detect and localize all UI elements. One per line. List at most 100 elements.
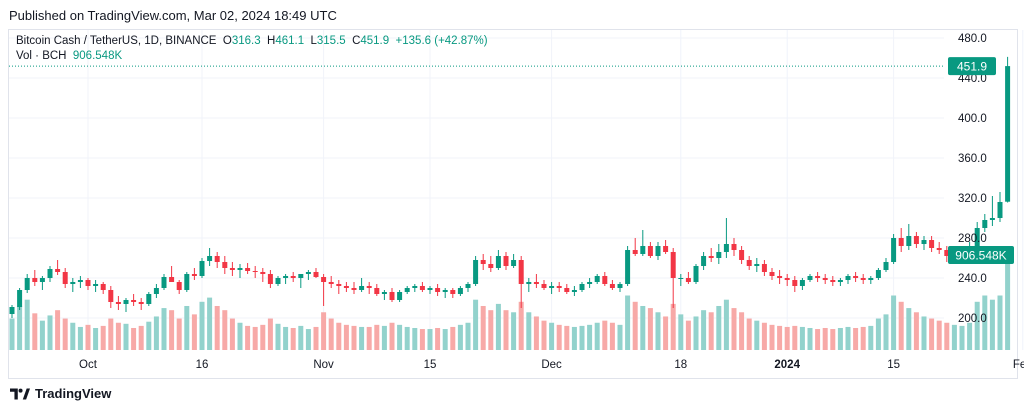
candle-body xyxy=(313,272,319,277)
volume-bar xyxy=(982,295,988,350)
volume-bar xyxy=(442,329,448,350)
candle xyxy=(647,242,653,258)
candle-body xyxy=(891,238,897,262)
volume-bar xyxy=(731,308,737,350)
volume-bar xyxy=(24,299,30,350)
volume-bar xyxy=(374,324,380,350)
candle-body xyxy=(222,262,228,268)
candle-body xyxy=(799,280,805,286)
candle-body xyxy=(837,280,843,282)
candle-body xyxy=(93,284,99,286)
chart-frame[interactable] xyxy=(8,29,1018,379)
candle-body xyxy=(351,288,357,290)
candle xyxy=(807,274,813,282)
candle-body xyxy=(305,272,311,274)
candle xyxy=(419,282,425,292)
candle xyxy=(77,276,83,288)
volume-bar xyxy=(929,318,935,350)
candle-body xyxy=(564,288,570,292)
volume-bar xyxy=(275,323,281,350)
candle-body xyxy=(982,220,988,228)
candle xyxy=(366,282,372,294)
volume-bar xyxy=(267,318,273,350)
candle-body xyxy=(267,274,273,284)
legend-high-value: 461.1 xyxy=(275,35,305,47)
candle-body xyxy=(541,284,547,288)
candle-body xyxy=(359,286,365,290)
candle xyxy=(169,266,175,282)
candle-body xyxy=(85,280,91,286)
candle xyxy=(480,254,486,270)
volume-bar xyxy=(670,303,676,350)
candle xyxy=(799,278,805,290)
volume-bar xyxy=(769,324,775,350)
candle-body xyxy=(701,256,707,266)
candle xyxy=(685,272,691,284)
candle xyxy=(321,274,327,306)
volume-bar xyxy=(138,325,144,350)
volume-bar xyxy=(868,325,874,350)
candle xyxy=(868,276,874,284)
price-tick-label: 360.0 xyxy=(958,153,987,165)
candle xyxy=(404,286,410,294)
legend-change: +135.6 (+42.87%) xyxy=(395,35,488,47)
volume-bar xyxy=(169,310,175,350)
volume-bar xyxy=(625,295,631,350)
volume-bar xyxy=(495,303,501,350)
candle-body xyxy=(830,280,836,282)
candle xyxy=(343,282,349,292)
candle-body xyxy=(457,288,463,294)
volume-bar xyxy=(822,327,828,350)
candle xyxy=(283,274,289,284)
price-chart[interactable]: 480.0 440.0 400.0 360.0 320.0 280.0 240.0 200.0… xyxy=(0,0,1024,380)
chart-legend: Bitcoin Cash / TetherUS, 1D, BINANCE O31… xyxy=(16,34,488,64)
candle-body xyxy=(397,292,403,300)
candle-body xyxy=(822,278,828,280)
volume-bar xyxy=(564,325,570,350)
price-tick-label: 440.0 xyxy=(958,73,987,85)
volume-bar xyxy=(587,324,593,350)
candle xyxy=(176,280,182,294)
volume-bar xyxy=(237,322,243,350)
candle-body xyxy=(784,278,790,280)
volume-bar xyxy=(807,327,813,350)
date-tick-label: 2024 xyxy=(774,359,800,371)
volume-bar xyxy=(511,312,517,350)
last-volume-label: 906.548K xyxy=(955,249,1006,263)
candle-body xyxy=(792,280,798,286)
candle xyxy=(359,278,365,292)
candle xyxy=(62,268,68,288)
volume-bar xyxy=(921,316,927,350)
candle xyxy=(260,268,266,282)
candle-body xyxy=(655,246,661,256)
candle xyxy=(936,242,942,254)
candle xyxy=(883,258,889,272)
candle xyxy=(777,270,783,284)
candle xyxy=(115,296,121,310)
volume-bar xyxy=(883,314,889,350)
candle xyxy=(989,196,995,226)
candle-body xyxy=(427,288,433,290)
candle-body xyxy=(640,246,646,254)
volume-bar xyxy=(176,318,182,350)
candle-body xyxy=(146,294,152,304)
candle-body xyxy=(184,274,190,290)
volume-bar xyxy=(723,299,729,350)
footer-brand[interactable]: TradingView xyxy=(10,386,111,401)
candle xyxy=(693,264,699,284)
volume-bar xyxy=(701,310,707,350)
candle-body xyxy=(131,300,137,302)
candle-body xyxy=(245,268,251,271)
candle xyxy=(305,270,311,280)
candle-body xyxy=(9,307,15,314)
candle-body xyxy=(480,260,486,264)
candle-body xyxy=(579,284,585,290)
volume-bar xyxy=(891,295,897,350)
volume-bar xyxy=(47,315,53,350)
volume-bar xyxy=(199,301,205,350)
candle-body xyxy=(214,256,220,262)
candle xyxy=(191,268,197,280)
candle xyxy=(503,252,509,270)
volume-bar xyxy=(784,326,790,350)
candle xyxy=(944,246,950,262)
